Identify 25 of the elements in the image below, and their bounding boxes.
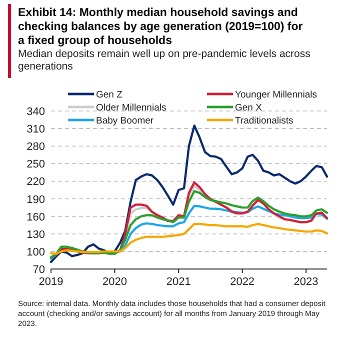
legend-label: Traditionalists [235, 116, 294, 126]
x-tick-label: 2019 [38, 276, 64, 288]
x-tick-label: 2022 [230, 276, 255, 288]
legend-label: Older Millennials [96, 102, 166, 114]
legend-label: Baby Boomer [96, 116, 154, 126]
chart-title: Exhibit 14: Monthly median household savings and checking balances by age generation (2019=100) for a fixed group of households [18, 7, 304, 47]
y-tick-label: 100 [26, 246, 45, 258]
y-tick-label: 310 [26, 124, 45, 136]
y-tick-label: 190 [26, 194, 45, 206]
y-tick-label: 70 [32, 264, 45, 276]
line-series [50, 222, 328, 255]
line-series [50, 124, 328, 264]
legend-label: Gen Z [96, 90, 123, 100]
legend-label: Gen X [235, 102, 263, 114]
chart-subtitle: Median deposits remain well up on pre-pandemic levels across generations [18, 48, 310, 72]
y-tick-label: 340 [26, 106, 45, 118]
x-tick-label: 2021 [166, 276, 191, 288]
y-tick-label: 160 [26, 211, 45, 224]
y-tick-label: 250 [26, 158, 45, 171]
legend-label: Younger Millennials [235, 90, 318, 100]
y-tick-label: 280 [26, 141, 45, 154]
x-tick-label: 2020 [102, 276, 127, 288]
y-tick-label: 130 [26, 228, 45, 241]
x-tick-label: 2023 [294, 276, 318, 288]
y-tick-label: 220 [26, 176, 45, 188]
